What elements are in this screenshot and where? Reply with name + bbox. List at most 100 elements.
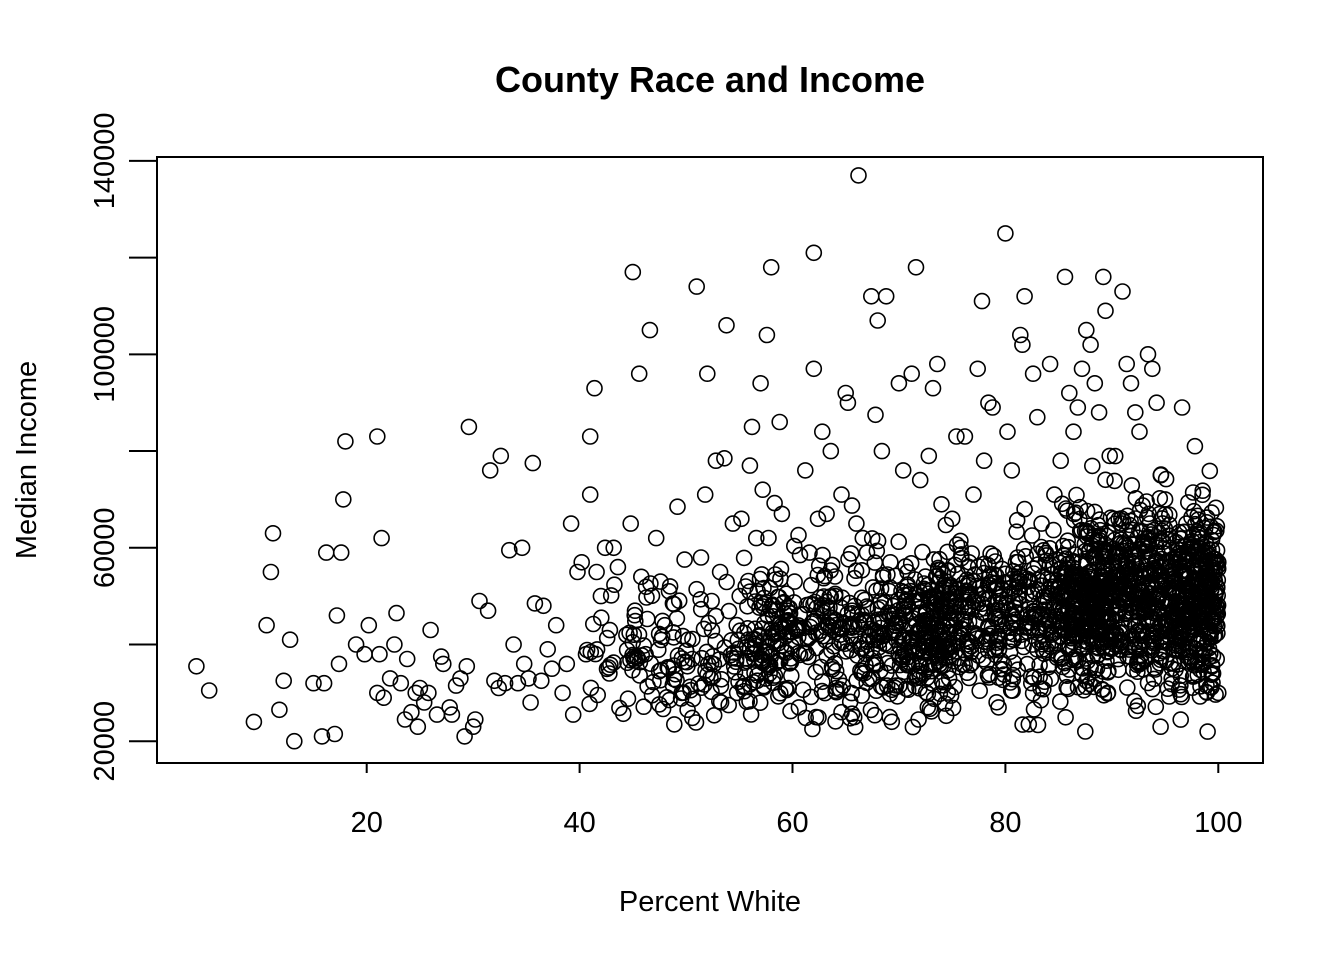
data-point xyxy=(904,718,922,736)
data-point xyxy=(985,547,1003,565)
data-point xyxy=(952,532,969,550)
data-point xyxy=(1046,486,1063,503)
data-point xyxy=(588,563,605,581)
data-point xyxy=(760,658,777,676)
data-point xyxy=(1029,408,1046,426)
data-point xyxy=(692,600,710,618)
data-point xyxy=(1184,484,1202,501)
data-point xyxy=(1057,708,1074,726)
data-point xyxy=(846,597,864,615)
data-point xyxy=(898,578,916,595)
data-point xyxy=(654,612,671,630)
data-point xyxy=(356,645,373,663)
data-point xyxy=(509,674,527,692)
data-point xyxy=(1073,360,1091,378)
data-point xyxy=(1155,533,1172,551)
data-point xyxy=(407,684,425,702)
data-point xyxy=(881,685,899,703)
data-point xyxy=(718,316,735,334)
data-point xyxy=(698,365,716,383)
data-point xyxy=(837,384,855,402)
data-point xyxy=(815,588,833,605)
data-point xyxy=(1173,688,1190,706)
data-point xyxy=(564,706,582,723)
data-point xyxy=(801,544,818,561)
data-point xyxy=(332,544,350,561)
data-point xyxy=(587,645,604,663)
data-point xyxy=(1034,635,1051,653)
data-point xyxy=(741,583,759,601)
data-point xyxy=(1052,693,1069,710)
data-point xyxy=(1014,716,1031,733)
data-point xyxy=(766,571,784,588)
data-point xyxy=(773,505,791,523)
data-point xyxy=(1133,627,1151,645)
data-point xyxy=(890,374,908,392)
data-point xyxy=(460,418,478,436)
data-point xyxy=(805,244,823,262)
data-point xyxy=(1205,554,1222,571)
data-point xyxy=(712,694,730,711)
data-point xyxy=(735,549,753,567)
data-point xyxy=(810,709,827,726)
data-point xyxy=(1195,632,1213,650)
data-point xyxy=(822,442,840,460)
data-point xyxy=(839,394,857,412)
data-point xyxy=(822,619,840,636)
data-point xyxy=(1158,622,1175,640)
data-point xyxy=(816,684,834,702)
data-point xyxy=(1076,572,1093,590)
data-point xyxy=(1059,639,1077,657)
data-point xyxy=(997,225,1014,242)
data-point xyxy=(931,626,949,644)
data-point xyxy=(762,645,779,662)
data-point xyxy=(649,641,667,659)
data-point xyxy=(1141,564,1159,582)
data-point xyxy=(592,609,610,627)
data-point xyxy=(741,457,759,474)
data-point xyxy=(886,606,904,624)
data-point xyxy=(581,695,598,713)
data-point xyxy=(1091,521,1109,539)
data-point xyxy=(1183,578,1200,596)
data-point xyxy=(1207,585,1224,602)
data-point xyxy=(598,660,616,678)
data-point xyxy=(1037,547,1055,564)
x-tick-label: 40 xyxy=(563,807,595,839)
data-point xyxy=(1106,472,1123,490)
data-point xyxy=(907,258,925,276)
data-point xyxy=(624,263,642,281)
data-point xyxy=(539,640,557,658)
data-point xyxy=(522,694,539,711)
data-point xyxy=(1101,589,1118,607)
data-point xyxy=(818,505,835,523)
data-point xyxy=(420,684,437,702)
data-point xyxy=(1194,486,1211,504)
data-point xyxy=(1123,477,1141,494)
data-point xyxy=(1011,573,1028,590)
data-point xyxy=(200,682,218,699)
data-point xyxy=(637,578,655,596)
data-points xyxy=(188,167,1227,750)
data-point xyxy=(726,663,744,681)
data-point xyxy=(683,709,701,727)
data-point xyxy=(1101,447,1118,465)
data-point xyxy=(1084,457,1101,475)
data-point xyxy=(1149,613,1167,631)
data-point xyxy=(589,686,607,704)
data-point xyxy=(1152,466,1170,483)
data-point xyxy=(746,664,763,682)
data-point xyxy=(933,672,951,690)
data-point xyxy=(1097,471,1114,489)
data-point xyxy=(639,678,656,695)
data-point xyxy=(745,630,763,648)
data-point xyxy=(1009,574,1026,592)
data-point xyxy=(1016,500,1033,518)
data-point xyxy=(1061,384,1078,402)
data-point xyxy=(328,607,346,624)
data-point xyxy=(733,510,750,528)
data-point xyxy=(619,690,637,708)
data-point xyxy=(695,620,713,638)
data-point xyxy=(1198,683,1215,701)
